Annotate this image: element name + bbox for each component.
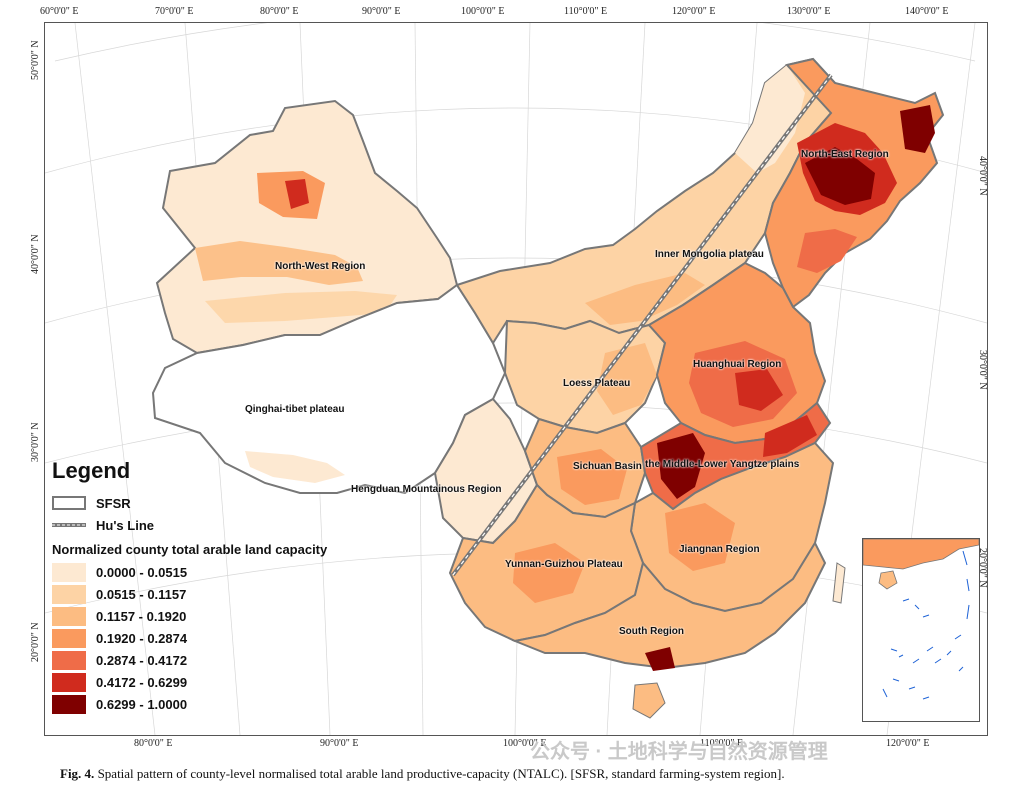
- class-swatch: [52, 584, 86, 604]
- lon-label-bottom-90: 90°0'0" E: [320, 738, 359, 749]
- class-label: 0.6299 - 1.0000: [96, 696, 188, 712]
- legend-subtitle: Normalized county total arable land capa…: [52, 542, 328, 557]
- class-swatch: [52, 672, 86, 692]
- legend-class-row: 0.1157 - 0.1920: [52, 605, 382, 627]
- region-south: [511, 540, 827, 670]
- class-label: 0.0515 - 0.1157: [96, 586, 187, 602]
- lat-label-right-30: 30°0'0" N: [977, 350, 988, 390]
- region-label-north-east: North-East Region: [801, 149, 889, 160]
- inset-islands: [882, 550, 970, 700]
- ne-south: [797, 229, 857, 273]
- region-label-loess: Loess Plateau: [563, 378, 631, 389]
- inset-hainan: [878, 570, 898, 590]
- class-swatch: [52, 694, 86, 714]
- region-label-jiangnan: Jiangnan Region: [679, 544, 760, 555]
- region-label-yangtze: the Middle-Lower Yangtze plains: [645, 459, 800, 470]
- lon-label-top-90: 90°0'0" E: [362, 6, 401, 17]
- yg-patches: [513, 543, 585, 603]
- lon-label-top-130: 130°0'0" E: [787, 6, 831, 17]
- sfsr-symbol: [52, 496, 86, 510]
- legend-sfsr-label: SFSR: [96, 495, 131, 511]
- ne-east-max: [900, 105, 935, 153]
- lon-label-top-140: 140°0'0" E: [905, 6, 949, 17]
- map-frame: 60°0'0" E North-East Region North-West R…: [44, 22, 988, 736]
- lat-label-left-30: 30°0'0" N: [30, 422, 41, 462]
- class-swatch: [52, 650, 86, 670]
- region-label-north-west: North-West Region: [275, 261, 366, 272]
- caption-text: Spatial pattern of county-level normalis…: [97, 766, 785, 781]
- region-label-qinghai-tibet: Qinghai-tibet plateau: [245, 404, 345, 415]
- jiangnan-core: [665, 503, 735, 571]
- inner-mongolia-south: [585, 273, 705, 325]
- legend-class-row: 0.6299 - 1.0000: [52, 693, 382, 715]
- legend: Legend SFSR Hu's Line Normalized county …: [52, 458, 382, 715]
- tibet-south-patches: [245, 451, 345, 483]
- south-hot: [645, 647, 675, 671]
- inset-canvas: [863, 539, 979, 700]
- lon-label-top-60: 60°0'0" E: [40, 6, 79, 17]
- loess-east: [597, 343, 657, 415]
- lon-label-bottom-100: 100°0'0" E: [503, 738, 547, 749]
- legend-hu-line-row: Hu's Line: [52, 514, 382, 536]
- taiwan-island: [832, 562, 846, 604]
- class-swatch: [52, 606, 86, 626]
- class-label: 0.1920 - 0.2874: [96, 630, 188, 646]
- legend-classes: 0.0000 - 0.0515 0.0515 - 0.1157 0.1157 -…: [52, 561, 382, 715]
- region-label-yunnan-guizhou: Yunnan-Guizhou Plateau: [505, 559, 623, 570]
- nw-south-belt: [205, 291, 397, 323]
- map-canvas: [45, 23, 987, 735]
- yangtze-east: [763, 415, 817, 457]
- lon-label-top-120: 120°0'0" E: [672, 6, 716, 17]
- huanghuai-hot: [735, 369, 783, 411]
- legend-class-row: 0.4172 - 0.6299: [52, 671, 382, 693]
- lon-label-top-110: 110°0'0" E: [564, 6, 608, 17]
- south-china-sea-inset: [862, 538, 980, 722]
- lon-label-bottom-110: 110°0'0" E: [700, 738, 744, 749]
- legend-sfsr-row: SFSR: [52, 492, 382, 514]
- hainan-island: [632, 682, 666, 719]
- legend-class-row: 0.1920 - 0.2874: [52, 627, 382, 649]
- legend-title: Legend: [52, 458, 131, 483]
- lat-label-right-40: 40°0'0" N: [977, 156, 988, 196]
- region-label-south: South Region: [619, 626, 684, 637]
- wechat-watermark: 公众号 · 土地科学与自然资源管理: [530, 741, 828, 763]
- region-label-sichuan: Sichuan Basin: [573, 461, 642, 472]
- class-label: 0.4172 - 0.6299: [96, 674, 188, 690]
- legend-class-row: 0.0515 - 0.1157: [52, 583, 382, 605]
- sichuan-core: [557, 449, 627, 505]
- region-label-hengduan: Hengduan Mountainous Region: [351, 484, 502, 495]
- lat-label-left-20: 20°0'0" N: [30, 622, 41, 662]
- class-swatch: [52, 628, 86, 648]
- lat-label-left-50: 50°0'0" N: [30, 40, 41, 80]
- lon-label-bottom-80: 80°0'0" E: [134, 738, 173, 749]
- class-swatch: [52, 562, 86, 582]
- class-label: 0.0000 - 0.0515: [96, 564, 188, 580]
- class-label: 0.2874 - 0.4172: [96, 652, 188, 668]
- lon-label-bottom-120: 120°0'0" E: [886, 738, 930, 749]
- figure-caption: Fig. 4. Spatial pattern of county-level …: [60, 766, 785, 782]
- region-label-inner-mongolia: Inner Mongolia plateau: [655, 249, 764, 260]
- lon-label-top-70: 70°0'0" E: [155, 6, 194, 17]
- ne-core-max: [805, 147, 875, 205]
- lat-label-left-40: 40°0'0" N: [30, 234, 41, 274]
- class-label: 0.1157 - 0.1920: [96, 608, 187, 624]
- lon-label-top-80: 80°0'0" E: [260, 6, 299, 17]
- legend-hu-line-label: Hu's Line: [96, 517, 154, 533]
- yangtze-core: [657, 433, 705, 499]
- inset-mainland: [863, 539, 979, 570]
- legend-class-row: 0.2874 - 0.4172: [52, 649, 382, 671]
- nw-irrigated-belt: [195, 241, 363, 285]
- nw-hotspot: [285, 179, 309, 209]
- hu-line-symbol: [52, 523, 86, 527]
- hu-line: [451, 73, 833, 577]
- region-label-huanghuai: Huanghuai Region: [693, 359, 782, 370]
- lon-label-top-100: 100°0'0" E: [461, 6, 505, 17]
- legend-class-row: 0.0000 - 0.0515: [52, 561, 382, 583]
- inner-mongolia-east: [735, 65, 805, 173]
- caption-label: Fig. 4.: [60, 766, 95, 781]
